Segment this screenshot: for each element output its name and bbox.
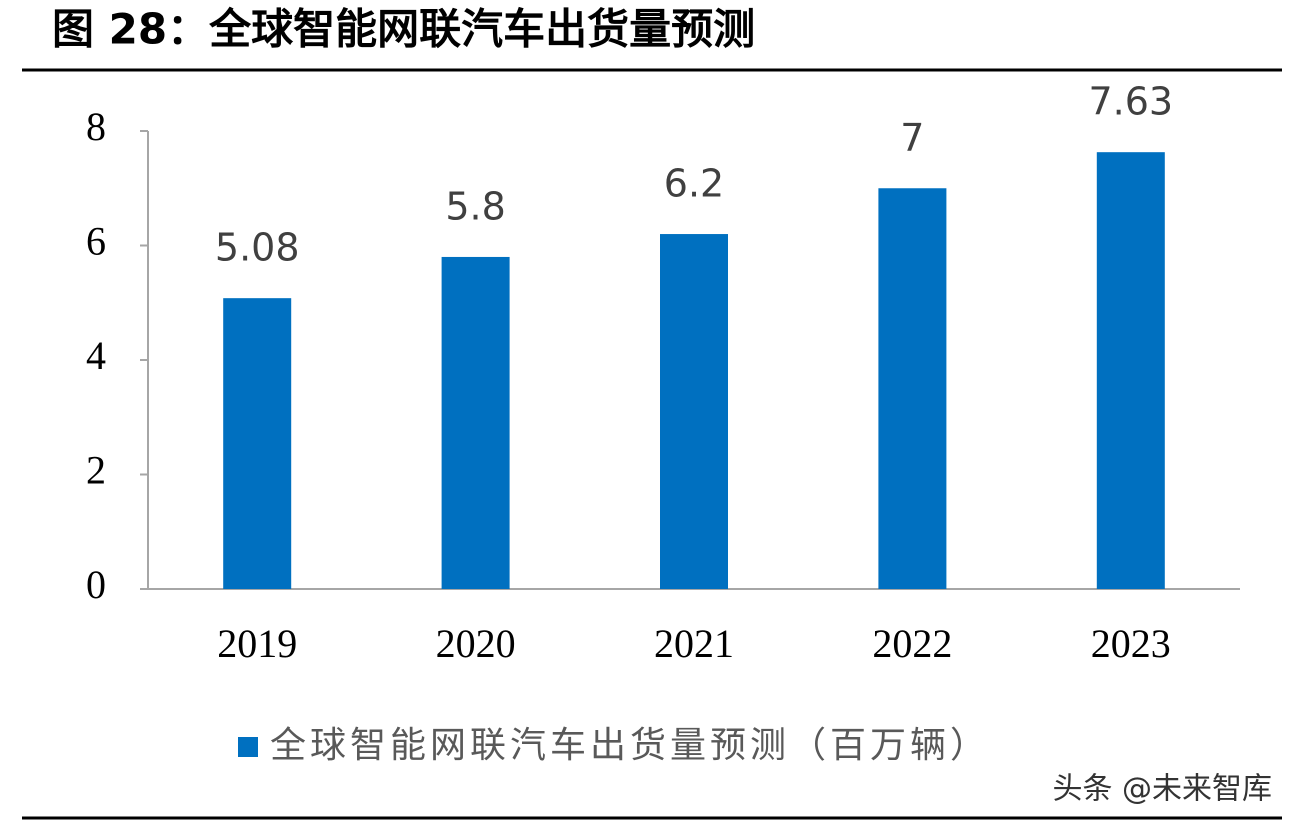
bar [878,188,947,589]
x-tick-label: 2020 [436,621,516,666]
y-tick-label: 4 [86,333,106,378]
y-tick-label: 0 [86,562,106,607]
data-label: 7 [900,116,924,160]
legend-swatch [238,737,258,757]
y-tick-label: 2 [86,448,106,493]
bar [660,234,728,590]
data-label: 5.8 [445,184,505,228]
legend-label: 全球智能网联汽车出货量预测（百万辆） [270,725,990,766]
x-tick-label: 2021 [654,621,734,666]
y-tick-label: 8 [86,104,106,149]
bar [223,298,292,589]
x-tick-label: 2023 [1091,621,1171,666]
data-label: 5.08 [215,226,300,270]
y-tick-label: 6 [86,219,106,264]
watermark: 头条 @未来智库 [1052,772,1272,807]
chart-title: 图 28：全球智能网联汽车出货量预测 [52,5,755,54]
bar [1096,152,1165,589]
x-tick-label: 2022 [872,621,952,666]
data-label: 6.2 [664,162,724,206]
bar [441,256,510,589]
x-tick-label: 2019 [217,621,297,666]
data-label: 7.63 [1088,80,1173,124]
